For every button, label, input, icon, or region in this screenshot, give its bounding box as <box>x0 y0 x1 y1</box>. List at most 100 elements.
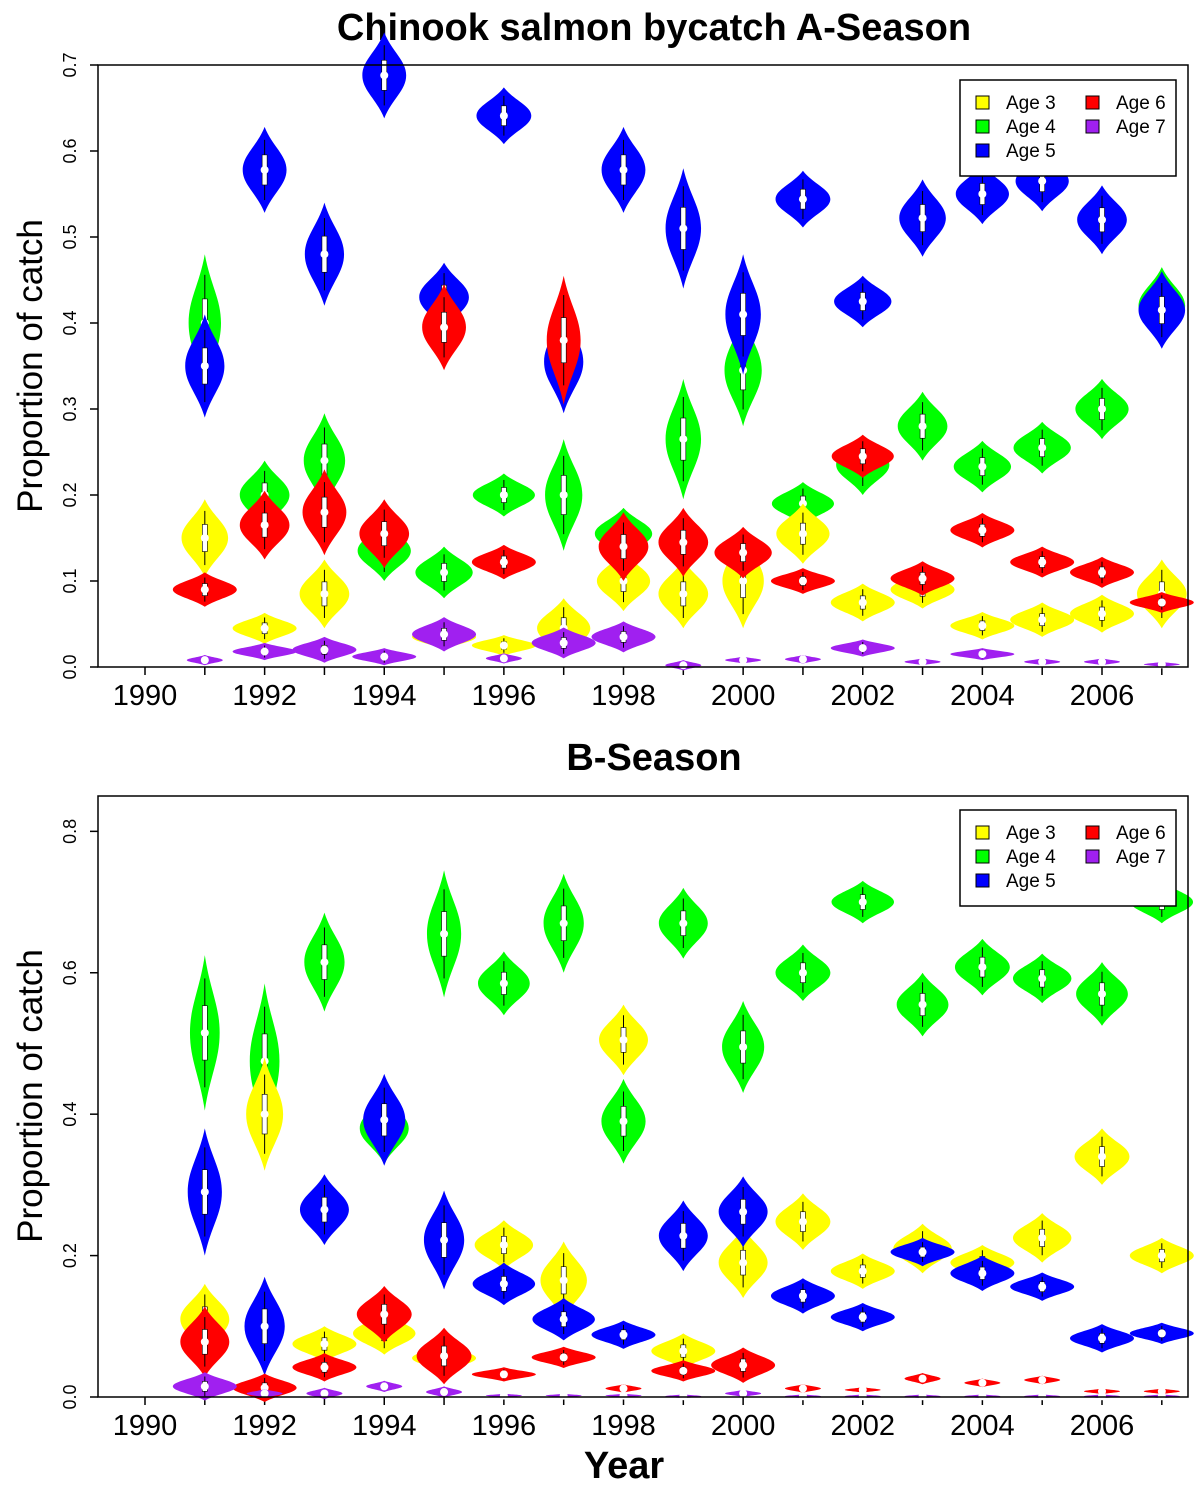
violin-age-5-2002 <box>830 1302 895 1332</box>
x-tick-label: 1990 <box>113 680 178 712</box>
violin-median-point <box>200 1337 209 1346</box>
violin-age-3-1991 <box>181 499 229 577</box>
violin-median-point <box>739 1258 748 1267</box>
y-tick-label: 0.5 <box>60 224 80 249</box>
violin-median-point <box>798 1384 807 1393</box>
violin-median-point <box>1098 405 1106 413</box>
y-tick-label: 0.4 <box>60 310 80 335</box>
violin-age-5-2001 <box>775 170 831 228</box>
violin-age-4-1993 <box>304 912 345 1012</box>
violin-age-5-1992 <box>242 126 287 213</box>
violin-age-6-1996 <box>471 544 536 580</box>
violin-median-point <box>858 452 867 461</box>
violin-median-point <box>1038 1233 1047 1242</box>
violin-median-point <box>798 968 807 977</box>
violin-median-point <box>499 1391 508 1400</box>
violin-median-point <box>559 638 568 647</box>
violin-median-point <box>559 1391 568 1400</box>
panel-a-legend: Age 3 Age 4 Age 5 Age 6 Age 7 <box>959 79 1177 177</box>
y-tick-label: 0.6 <box>60 960 80 985</box>
violin-age-3-2002 <box>830 1253 895 1289</box>
violin-median-point <box>260 1389 269 1398</box>
x-tick-label: 2000 <box>711 1410 776 1442</box>
violin-age-6-2003 <box>890 561 955 596</box>
legend-swatch <box>1085 849 1100 864</box>
violin-median-point <box>978 462 987 471</box>
y-tick-label: 0.2 <box>60 1243 80 1268</box>
violin-median-point <box>1098 1152 1106 1161</box>
violin-age-7-2005 <box>1024 657 1061 666</box>
violin-age-4-2006 <box>1076 962 1128 1026</box>
violin-median-point <box>200 1028 209 1037</box>
y-tick-label: 0.0 <box>60 1384 80 1409</box>
violin-median-point <box>440 1236 449 1245</box>
x-tick-label: 1996 <box>472 680 537 712</box>
legend-label: Age 5 <box>1006 871 1056 892</box>
violin-age-5-1994 <box>363 1073 406 1166</box>
violin-age-6-1999 <box>658 507 709 577</box>
violin-median-point <box>380 1310 389 1319</box>
violin-age-7-1996 <box>485 1391 522 1400</box>
violin-age-3-1993 <box>299 559 350 629</box>
violin-age-7-1991 <box>172 1372 237 1401</box>
violin-age-5-1998 <box>591 1320 656 1349</box>
violin-median-point <box>739 1361 748 1370</box>
violin-median-point <box>260 1322 269 1331</box>
violin-median-point <box>918 1000 927 1009</box>
violin-median-point <box>739 577 748 585</box>
panel-b-plot-area <box>172 870 1194 1402</box>
violin-median-point <box>440 929 449 938</box>
violin-age-3-2004 <box>950 611 1015 640</box>
violin-age-6-1992 <box>239 490 290 560</box>
violin-age-6-1991 <box>172 572 237 607</box>
violin-age-5-1994 <box>362 32 407 119</box>
panel-a-y-ticks: 0.0 0.1 0.2 0.3 0.4 0.5 0.6 0.7 <box>60 52 98 680</box>
panel-b-y-ticks: 0.0 0.2 0.4 0.6 0.8 <box>60 819 98 1410</box>
x-tick-label: 2002 <box>830 680 895 712</box>
violin-median-point <box>798 577 807 585</box>
panel-b-x-axis-label: Year <box>584 1445 665 1487</box>
violin-age-6-2007 <box>1129 592 1194 613</box>
violin-age-6-2000 <box>711 1347 776 1383</box>
violin-median-point <box>499 641 508 650</box>
violin-age-4-2003 <box>896 972 949 1037</box>
violin-median-point <box>918 422 927 431</box>
violin-median-point <box>1157 306 1166 315</box>
violin-age-6-1991 <box>180 1306 230 1378</box>
violin-age-7-1994 <box>366 1380 403 1393</box>
violin-median-point <box>1098 657 1106 666</box>
violin-age-5-1991 <box>187 1128 222 1256</box>
legend-label: Age 4 <box>1006 117 1056 138</box>
violin-age-6-2005 <box>1010 546 1075 578</box>
violin-median-point <box>499 558 508 567</box>
violin-age-4-1998 <box>601 1078 646 1164</box>
violin-age-7-2003 <box>904 657 941 666</box>
legend-label: Age 4 <box>1006 847 1056 868</box>
violin-median-point <box>200 1382 209 1391</box>
panel-b-y-axis-label: Proportion of catch <box>11 949 50 1243</box>
violin-age-7-1994 <box>352 648 417 666</box>
violin-median-point <box>380 652 389 661</box>
violin-age-5-2007 <box>1129 1322 1194 1344</box>
violin-age-3-2005 <box>1012 1213 1072 1263</box>
violin-age-5-2004 <box>955 163 1009 225</box>
violin-median-point <box>679 1347 688 1356</box>
legend-label: Age 6 <box>1116 823 1166 844</box>
violin-median-point <box>679 1366 688 1375</box>
violin-age-5-2000 <box>718 1176 768 1248</box>
violin-median-point <box>499 1240 508 1249</box>
violin-age-5-1996 <box>476 87 532 145</box>
violin-median-point <box>200 656 209 665</box>
legend-label: Age 6 <box>1116 93 1166 114</box>
y-tick-label: 0.7 <box>60 52 80 77</box>
violin-age-7-1997 <box>545 1391 582 1400</box>
violin-median-point <box>858 297 867 306</box>
violin-age-7-1998 <box>605 1391 642 1400</box>
violin-age-3-2002 <box>830 583 895 622</box>
violin-median-point <box>918 657 927 666</box>
violin-median-point <box>320 456 329 465</box>
violin-median-point <box>918 214 927 223</box>
violin-median-point <box>1098 568 1106 577</box>
violin-age-4-1996 <box>477 951 530 1016</box>
violin-median-point <box>200 1187 209 1196</box>
